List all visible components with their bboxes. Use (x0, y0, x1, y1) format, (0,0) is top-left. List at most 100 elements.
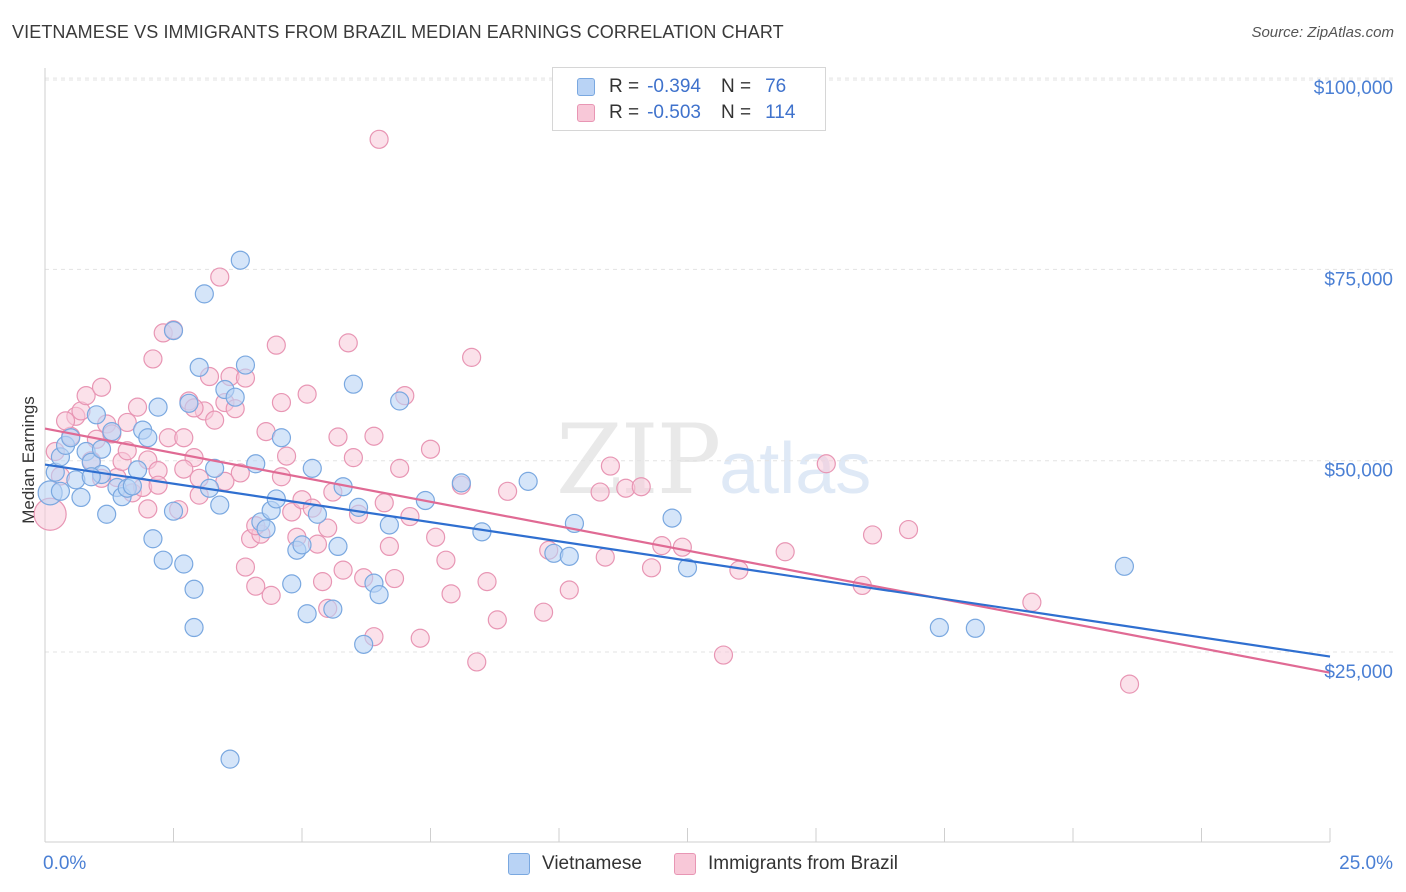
brazil-point (374, 493, 394, 513)
brazil-point (467, 652, 487, 672)
r-value: -0.503 (647, 102, 701, 123)
y-tick-label: $25,000 (1324, 662, 1393, 683)
brazil-point (672, 537, 692, 557)
vietnamese-point (235, 355, 256, 375)
vietnamese-point (379, 515, 399, 535)
brazil-point (390, 458, 410, 478)
vietnamese-point (50, 481, 71, 501)
vietnamese-point (163, 501, 184, 521)
brazil-point (76, 386, 96, 406)
y-tick-label: $50,000 (1324, 461, 1393, 482)
vietnamese-point (138, 428, 158, 448)
vietnamese-point (148, 397, 168, 417)
vietnamese-point (929, 617, 949, 638)
vietnamese-point (174, 554, 194, 574)
vietnamese-point (230, 250, 250, 270)
vietnamese-point (369, 585, 389, 605)
blue-swatch-icon (507, 853, 530, 875)
vietnamese-point (354, 634, 374, 654)
brazil-point (384, 568, 405, 589)
watermark-atlas: atlas (719, 429, 872, 509)
vietnamese-point (965, 618, 985, 638)
watermark: ZIPatlas (556, 404, 871, 516)
vietnamese-point (102, 422, 122, 442)
brazil-point (379, 536, 399, 557)
brazil-point (276, 446, 297, 466)
vietnamese-point (163, 321, 184, 341)
legend-label-brazil: Immigrants from Brazil (707, 853, 899, 874)
vietnamese-point (122, 476, 142, 496)
brazil-point (420, 439, 441, 459)
vietnamese-point (143, 529, 163, 549)
brazil-point (138, 499, 158, 519)
legend-item-brazil[interactable]: Immigrants from Brazil (673, 853, 899, 875)
brazil-point (641, 558, 662, 578)
brazil-point (462, 347, 482, 367)
brazil-point (282, 502, 302, 522)
brazil-point (369, 129, 389, 149)
legend-item-vietnamese[interactable]: Vietnamese (507, 853, 642, 875)
n-label: N = (720, 76, 752, 97)
brazil-point (426, 527, 446, 547)
vietnamese-point (97, 504, 117, 524)
r-label: R = (609, 102, 640, 123)
vietnamese-point (282, 574, 302, 594)
blue-swatch-icon (577, 78, 595, 96)
vietnamese-point (127, 460, 148, 480)
vietnamese-point (91, 439, 112, 459)
vietnamese-point (292, 535, 312, 555)
vietnamese-point (518, 471, 538, 491)
brazil-point (533, 602, 554, 622)
x-tick-label: 0.0% (43, 853, 86, 874)
brazil-point (271, 467, 292, 487)
brazil-point (266, 335, 286, 355)
brazil-point (271, 392, 292, 413)
chart-title: VIETNAMESE VS IMMIGRANTS FROM BRAZIL MED… (12, 22, 784, 42)
brazil-point (1119, 674, 1140, 694)
series-legend: Vietnamese Immigrants from Brazil (0, 851, 1406, 877)
brazil-point (333, 560, 353, 580)
vietnamese-point (297, 604, 317, 624)
vietnamese-point (544, 543, 564, 563)
vietnamese-point (86, 405, 107, 425)
vietnamese-point (205, 458, 225, 478)
brazil-point (775, 542, 795, 562)
brazil-point (590, 482, 610, 502)
brazil-point (328, 427, 348, 447)
y-tick-label: $100,000 (1314, 78, 1393, 99)
vietnamese-point (323, 599, 343, 619)
brazil-point (210, 267, 230, 287)
source-label[interactable]: Source: ZipAtlas.com (1251, 24, 1394, 41)
vietnamese-point (307, 504, 328, 524)
vietnamese-point (662, 508, 682, 528)
trend-lines (44, 427, 1331, 674)
vietnamese-point (210, 495, 230, 515)
brazil-point (91, 377, 112, 397)
brazil-point (318, 518, 338, 538)
brazil-trend-line (44, 427, 1331, 674)
vietnamese-point (390, 391, 410, 411)
vietnamese-point (179, 393, 199, 413)
brazil-point (898, 519, 919, 540)
brazil-point (477, 572, 497, 592)
vietnamese-point (189, 357, 209, 377)
stats-legend: R = -0.394 N = 76 R = -0.503 N = 114 (552, 67, 826, 131)
brazil-point (631, 477, 651, 497)
vietnamese-point (451, 473, 471, 493)
y-axis-label: Median Earnings (19, 396, 38, 524)
brazil-point (338, 333, 358, 353)
brazil-point (498, 481, 518, 501)
vietnamese-point (559, 546, 579, 566)
axis-labels: $25,000 $50,000 $75,000 $100,000 0.0% 25.0% Me… (19, 78, 1393, 874)
vietnamese-point (184, 617, 204, 638)
y-tick-label: $75,000 (1324, 269, 1393, 290)
brazil-point (487, 610, 507, 630)
brazil-point (343, 448, 363, 468)
vietnamese-point (302, 458, 322, 478)
brazil-point (246, 576, 266, 596)
vietnamese-point (677, 558, 698, 578)
brazil-point (127, 397, 148, 417)
brazil-point (862, 525, 883, 545)
n-value: 76 (765, 76, 787, 97)
